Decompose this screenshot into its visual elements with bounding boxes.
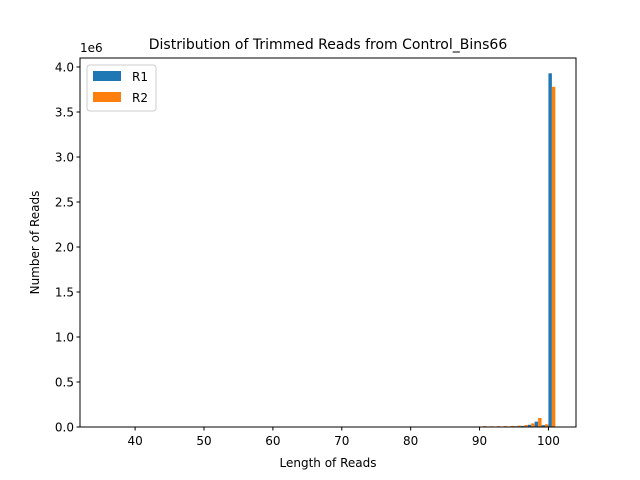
legend-label-r1: R1 xyxy=(132,70,148,84)
bar-r1-98 xyxy=(534,421,539,427)
bar-r1-97 xyxy=(527,424,532,427)
y-tick-label: 0.5 xyxy=(55,376,74,390)
y-tick-label: 0.0 xyxy=(55,421,74,435)
bar-r2-99 xyxy=(545,424,549,427)
y-tick-label: 2.5 xyxy=(55,196,74,210)
bar-r1-96 xyxy=(520,425,525,427)
legend: R1 R2 xyxy=(86,64,157,112)
y-tick-label: 1.0 xyxy=(55,331,74,345)
y-axis-ticks: 0.0 0.5 1.0 1.5 2.0 2.5 3.0 3.5 4.0 xyxy=(55,61,80,435)
y-tick-label: 3.0 xyxy=(55,151,74,165)
x-tick-label: 40 xyxy=(127,434,142,448)
chart-title: Distribution of Trimmed Reads from Contr… xyxy=(149,37,508,53)
y-offset-label: 1e6 xyxy=(80,41,103,55)
bar-r2-98 xyxy=(538,418,542,427)
y-tick-label: 2.0 xyxy=(55,241,74,255)
legend-swatch-r1 xyxy=(93,71,121,81)
bar-r1-100 xyxy=(548,73,552,428)
bar-r2-97 xyxy=(531,423,535,427)
bar-r2-100 xyxy=(551,86,556,428)
legend-swatch-r2 xyxy=(93,92,121,102)
x-tick-label: 50 xyxy=(196,434,211,448)
y-tick-label: 4.0 xyxy=(55,61,74,75)
y-tick-label: 3.5 xyxy=(55,106,74,120)
bars-layer xyxy=(479,73,556,428)
x-axis-ticks: 40 50 60 70 80 90 100 xyxy=(127,427,560,448)
bar-r1-99 xyxy=(541,425,545,427)
x-tick-label: 100 xyxy=(537,434,560,448)
x-tick-label: 80 xyxy=(403,434,418,448)
plot-frame xyxy=(79,57,577,428)
x-axis-label: Length of Reads xyxy=(280,456,377,470)
x-tick-label: 60 xyxy=(265,434,280,448)
bar-r2-94 xyxy=(510,425,514,427)
bar-r2-96 xyxy=(524,425,528,427)
x-tick-label: 90 xyxy=(472,434,487,448)
y-tick-label: 1.5 xyxy=(55,286,74,300)
y-axis-label: Number of Reads xyxy=(28,191,42,295)
bar-r2-95 xyxy=(517,425,521,427)
legend-label-r2: R2 xyxy=(132,91,148,105)
x-tick-label: 70 xyxy=(334,434,349,448)
